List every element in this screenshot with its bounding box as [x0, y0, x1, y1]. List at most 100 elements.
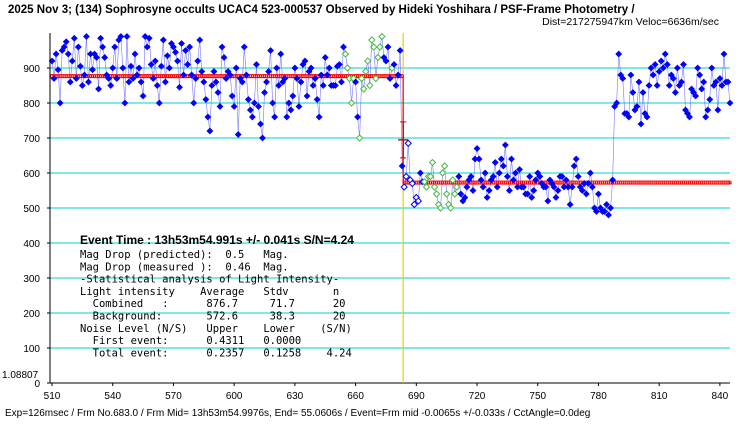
fit-marker — [252, 74, 257, 78]
data-point — [532, 176, 540, 184]
connector-segment — [387, 46, 391, 79]
fit-marker — [517, 180, 522, 185]
connector-segment — [444, 165, 447, 195]
connector-segment — [193, 78, 197, 104]
fit-marker — [712, 180, 716, 185]
data-point — [178, 40, 185, 47]
fit-marker — [722, 180, 726, 185]
data-point — [544, 197, 552, 205]
data-point — [495, 169, 503, 177]
data-point — [131, 50, 139, 58]
data-point — [647, 64, 655, 72]
fit-marker — [446, 180, 451, 185]
fit-marker — [155, 74, 160, 78]
data-point — [438, 169, 447, 177]
fit-marker — [671, 180, 676, 185]
fit-marker — [643, 180, 647, 185]
fit-marker — [558, 180, 562, 185]
data-point — [528, 194, 536, 201]
data-point — [295, 103, 303, 110]
connector-segment — [505, 144, 508, 177]
fit-marker — [88, 74, 93, 78]
data-point — [609, 176, 617, 184]
fit-marker — [204, 74, 208, 78]
fit-marker — [256, 74, 261, 78]
statistics-line: Mag Drop (predicted): 0.5 Mag. — [80, 249, 289, 261]
connector-segment — [254, 64, 257, 104]
data-points — [48, 32, 734, 219]
data-point — [206, 127, 214, 135]
fit-marker — [380, 74, 384, 78]
fit-marker — [331, 74, 336, 78]
data-point — [643, 113, 651, 121]
fit-marker — [560, 180, 564, 185]
data-point — [204, 113, 212, 121]
fit-marker — [343, 74, 348, 78]
data-point — [463, 183, 471, 191]
fit-marker — [639, 180, 643, 185]
fit-marker — [726, 180, 730, 185]
connector-segment — [318, 74, 322, 118]
connector-segment — [71, 38, 75, 62]
connector-segment — [367, 60, 371, 86]
data-point — [161, 78, 169, 86]
connector-segment — [229, 74, 233, 97]
fit-marker — [278, 74, 283, 78]
fit-marker — [92, 74, 97, 78]
event-error-bar — [398, 121, 409, 159]
connector-segment — [628, 74, 632, 118]
data-point — [659, 64, 667, 72]
data-point — [194, 57, 202, 65]
data-point — [398, 162, 406, 170]
data-point — [232, 64, 240, 72]
fit-marker — [171, 74, 176, 78]
fit-marker — [258, 74, 263, 78]
data-point — [442, 190, 451, 198]
data-point — [605, 211, 612, 219]
statistics-line: -Statistical analysis of Light Intensity… — [80, 274, 339, 286]
fit-marker — [125, 74, 129, 78]
statistics-line: Mag Drop (measured ): 0.46 Mag. — [80, 261, 289, 273]
data-point — [186, 43, 194, 51]
data-point — [170, 43, 177, 51]
data-point — [277, 50, 285, 58]
data-point — [340, 43, 347, 51]
connector-segment — [76, 46, 79, 79]
data-point — [655, 68, 663, 75]
fit-marker — [600, 180, 605, 185]
fit-marker — [527, 180, 532, 185]
data-point — [637, 120, 645, 128]
data-point — [291, 64, 299, 72]
data-point — [325, 64, 333, 72]
connector-segment — [511, 158, 514, 181]
data-point — [572, 155, 580, 163]
data-point — [212, 78, 220, 86]
fit-marker — [525, 180, 530, 185]
data-point — [394, 71, 402, 79]
fit-marker — [438, 180, 443, 185]
data-point — [151, 57, 159, 65]
connector-segment — [683, 64, 686, 111]
data-point — [404, 139, 412, 147]
connector-segment — [306, 71, 310, 97]
fit-marker — [60, 74, 64, 78]
data-point — [588, 183, 596, 191]
fit-marker — [677, 180, 682, 185]
fit-marker — [697, 180, 702, 185]
data-point — [269, 99, 277, 107]
data-point — [220, 54, 228, 61]
data-point — [200, 78, 208, 86]
data-point — [392, 82, 400, 89]
data-point — [428, 158, 437, 167]
data-point — [586, 169, 594, 177]
data-point — [516, 166, 523, 173]
connector-segment — [296, 78, 300, 107]
fit-marker — [710, 180, 714, 185]
fit-marker — [463, 180, 467, 185]
connector-segment — [78, 46, 81, 67]
fit-marker — [689, 180, 694, 185]
fit-marker — [629, 180, 633, 185]
fit-marker — [499, 180, 504, 185]
data-point — [226, 71, 234, 79]
data-point — [234, 131, 242, 138]
